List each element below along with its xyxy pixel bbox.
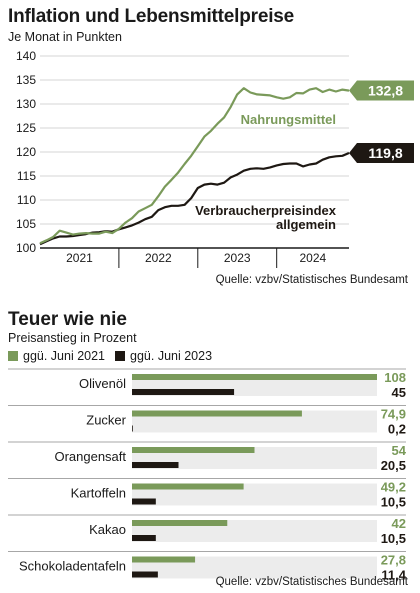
y-tick-label: 105 (16, 217, 36, 231)
y-tick-label: 125 (16, 121, 36, 135)
series-line-nahrungsmittel (39, 87, 350, 245)
y-tick-label: 135 (16, 73, 36, 87)
bar-group: Schokoladentafeln 27,811,4 (8, 551, 407, 583)
legend-item-2021: ggü. Juni 2021 (8, 349, 105, 363)
value-label-2023: 10,5 (381, 531, 406, 546)
annotation-allgemein: allgemein (276, 217, 336, 232)
value-label-2023: 20,5 (381, 458, 406, 473)
category-label: Orangensaft (54, 449, 126, 464)
x-tick-label: 2022 (145, 251, 172, 265)
line-chart-x-axis: 2021 2022 2023 2024 (40, 247, 349, 268)
bar-2023 (132, 425, 133, 432)
bar-2021 (132, 483, 244, 490)
value-label-2021: 108 (384, 370, 406, 385)
y-tick-label: 130 (16, 97, 36, 111)
annotation-verbraucherpreisindex: Verbraucherpreisindex (195, 203, 337, 218)
legend-label-2021: ggü. Juni 2021 (23, 349, 106, 363)
bar-2023 (132, 535, 156, 541)
y-tick-label: 100 (16, 241, 36, 255)
bar-2023 (132, 498, 156, 505)
category-label: Zucker (86, 413, 126, 428)
chart2-legend: ggü. Juni 2021 ggü. Juni 2023 (8, 349, 212, 363)
legend-label-2023: ggü. Juni 2023 (130, 349, 213, 363)
chart1-title: Inflation und Lebensmittelpreise (8, 6, 295, 27)
value-label-2023: 10,5 (381, 495, 406, 510)
legend-swatch-2021 (8, 351, 18, 361)
bar-2021 (132, 447, 255, 453)
bar-2023 (132, 571, 158, 578)
end-value-label: 132,8 (368, 83, 403, 99)
value-label-2023: 11,4 (381, 568, 406, 583)
line-chart: 100 105 110 115 120 125 130 135 140 2021 2022 2023… (16, 49, 414, 268)
bar-2021 (132, 520, 228, 526)
line-chart-labels: 132,8 119,8 Nahrungsmittel Verbraucherpreis… (195, 80, 414, 232)
bar-group: Zucker 74,90,2 (8, 405, 406, 437)
bar-group: Kartoffeln 49,210,5 (8, 478, 406, 510)
chart1-subtitle: Je Monat in Punkten (8, 30, 122, 44)
chart2-source: Quelle: vzbv/Statistisches Bundesamt (215, 576, 408, 588)
category-label: Olivenöl (79, 376, 126, 391)
line-chart-grid (40, 55, 349, 225)
line-chart-y-axis: 100 105 110 115 120 125 130 135 140 (16, 49, 36, 255)
x-tick-label: 2021 (66, 251, 93, 265)
annotation-nahrungsmittel: Nahrungsmittel (241, 112, 336, 127)
bar-2023 (132, 462, 179, 468)
end-value-flag (349, 80, 414, 101)
x-tick-label: 2024 (299, 251, 326, 265)
end-value-label: 119,8 (368, 145, 402, 161)
chart1-source: Quelle: vzbv/Statistisches Bundesamt (215, 274, 408, 286)
line-chart-series (39, 87, 350, 246)
value-label-2021: 74,9 (381, 407, 406, 422)
value-label-2021: 42 (392, 516, 406, 531)
legend-swatch-2023 (115, 351, 126, 361)
y-tick-label: 115 (17, 169, 36, 183)
category-label: Kartoffeln (71, 486, 126, 501)
bar-2021 (132, 556, 196, 563)
chart2-subtitle: Preisanstieg in Prozent (8, 331, 137, 345)
value-label-2021: 54 (392, 443, 407, 458)
value-label-2023: 0,2 (388, 422, 406, 437)
bar-2023 (132, 389, 235, 395)
y-tick-label: 120 (16, 145, 36, 159)
value-label-2023: 45 (392, 385, 406, 400)
x-tick-label: 2023 (224, 251, 251, 265)
bar-2021 (132, 374, 377, 380)
category-label: Kakao (89, 522, 126, 537)
y-tick-label: 110 (17, 193, 36, 207)
legend-item-2023: ggü. Juni 2023 (115, 349, 212, 363)
value-label-2021: 27,8 (381, 553, 406, 568)
bar-2021 (132, 410, 302, 417)
category-label: Schokoladentafeln (19, 559, 126, 574)
y-tick-label: 140 (16, 49, 36, 63)
chart2-title: Teuer wie nie (8, 309, 127, 330)
value-label-2021: 49,2 (381, 480, 406, 495)
end-value-flag (349, 142, 414, 163)
